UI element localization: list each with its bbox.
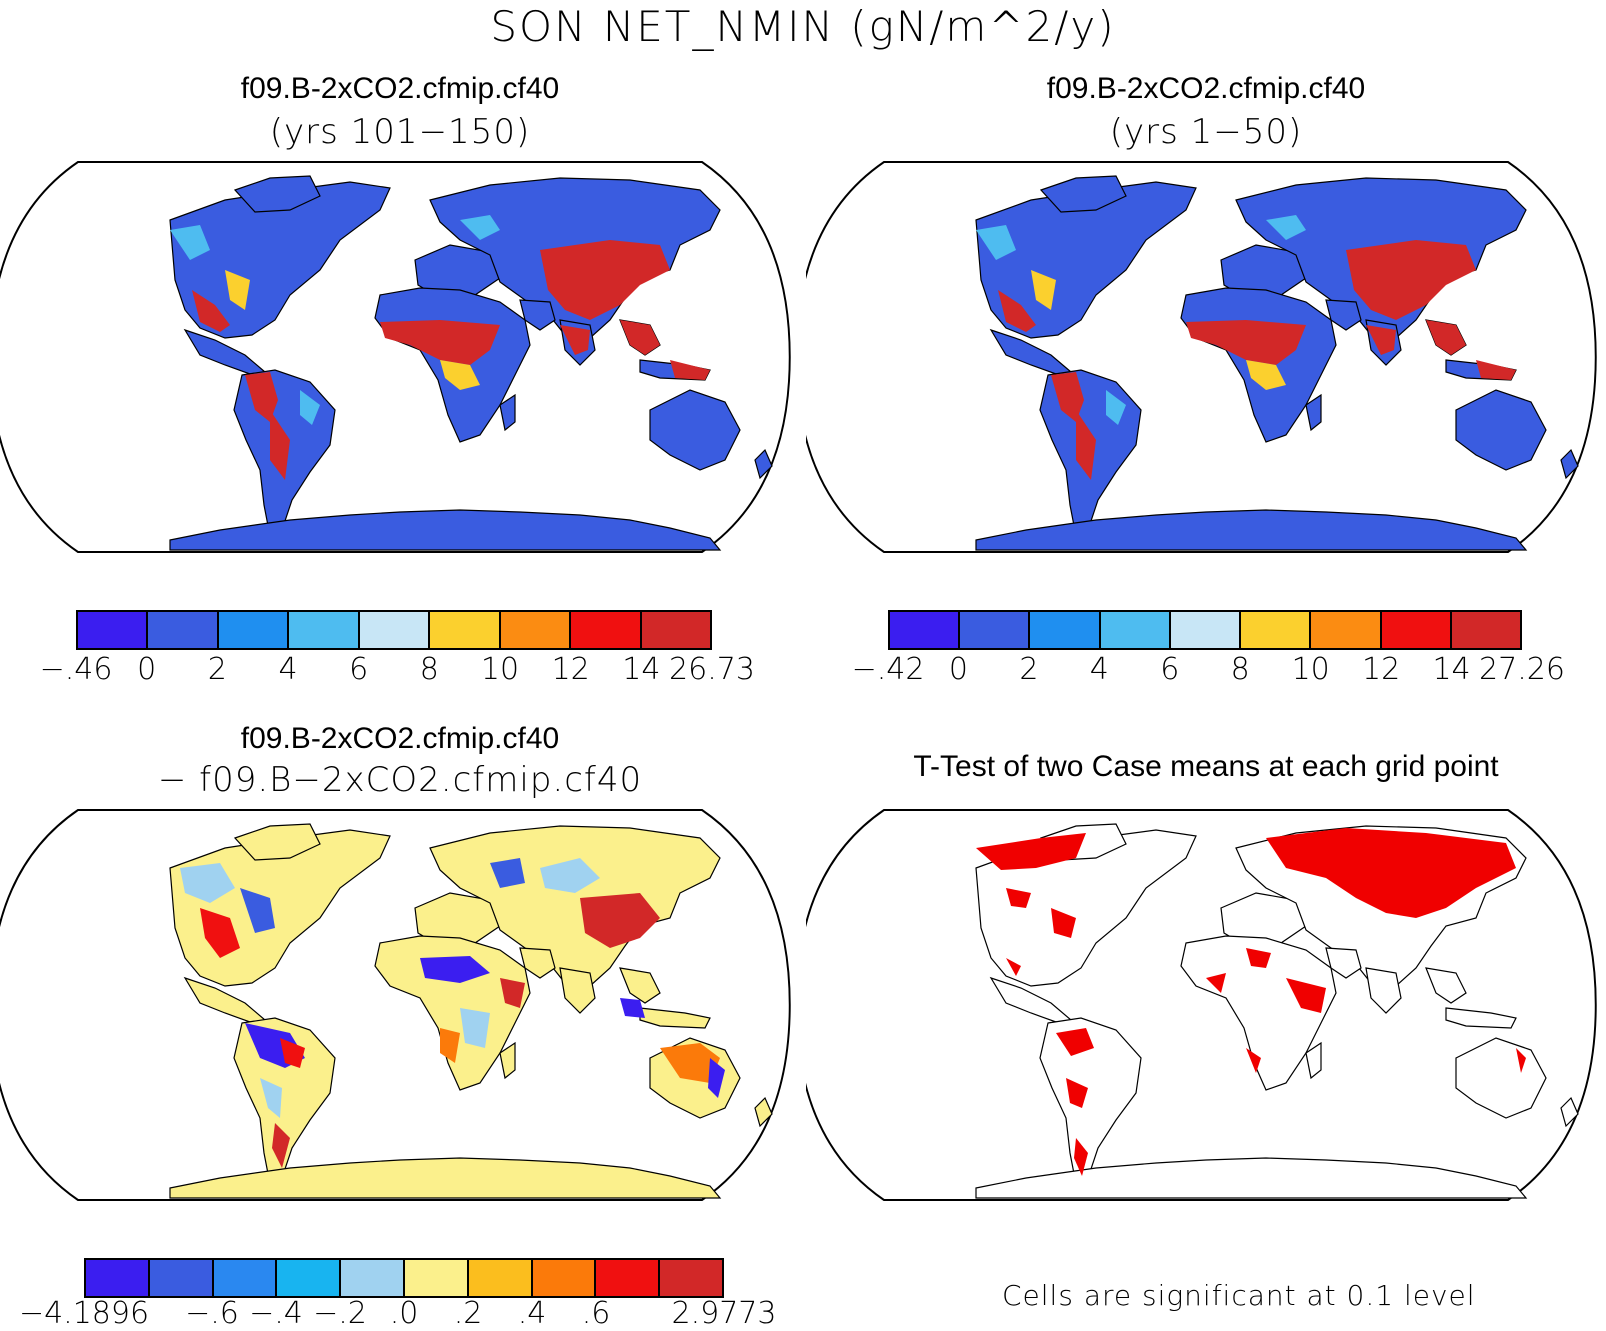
colorbar-tick-label: .4 <box>517 1296 547 1331</box>
high-values <box>170 215 710 480</box>
colorbar-tick-label: −.46 <box>39 652 113 687</box>
figure-title: SON NET_NMIN (gN/m^2/y) <box>490 2 1116 51</box>
panel-title-top-right: f09.B-2xCO2.cfmip.cf40 <box>1046 72 1366 105</box>
colorbar-tick-label: 2 <box>1019 652 1039 687</box>
colorbar-swatch <box>78 612 149 648</box>
colorbar-top-left <box>76 610 712 650</box>
colorbar-tick-label: 8 <box>419 652 439 687</box>
colorbar-tick-label: −.42 <box>851 652 925 687</box>
colorbar-tick-label: .6 <box>581 1296 611 1331</box>
colorbar-tick-label: −.2 <box>313 1296 367 1331</box>
colorbar-swatch <box>359 612 431 648</box>
colorbar-tick-label: 10 <box>1291 652 1330 687</box>
map-bottom-right <box>806 809 1597 1201</box>
colorbar-swatch <box>1451 612 1520 648</box>
panel-title-top-left: f09.B-2xCO2.cfmip.cf40 <box>240 72 560 105</box>
colorbar-tick-label: .2 <box>453 1296 483 1331</box>
colorbar-swatch <box>341 1260 405 1296</box>
colorbar-swatch <box>1241 612 1312 648</box>
colorbar-swatch <box>1030 612 1101 648</box>
colorbar-swatch <box>86 1260 150 1296</box>
colorbar-swatch <box>500 612 572 648</box>
colorbar-swatch <box>430 612 501 648</box>
colorbar-swatch <box>571 612 642 648</box>
colorbar-swatch <box>960 612 1031 648</box>
colorbar-tick-label: 10 <box>480 652 520 687</box>
colorbar-tick-label: 0 <box>137 652 157 687</box>
colorbar-swatch <box>404 1260 469 1296</box>
significance-note: Cells are significant at 0.1 level <box>1002 1279 1476 1312</box>
colorbar-swatch <box>148 612 219 648</box>
colorbar-swatch <box>596 1260 661 1296</box>
colorbar-tick-label: 12 <box>551 652 590 687</box>
colorbar-tick-label: −4.1896 <box>18 1296 150 1331</box>
colorbar-tick-label: 27.26 <box>1479 652 1565 687</box>
panel-title-bottom-left: f09.B-2xCO2.cfmip.cf40 <box>240 722 560 755</box>
colorbar-swatch <box>532 1260 597 1296</box>
panel-title-bottom-right: T-Test of two Case means at each grid po… <box>913 750 1499 783</box>
colorbar-swatch <box>277 1260 342 1296</box>
colorbar-swatch <box>213 1260 278 1296</box>
colorbar-tick-label: −.6 <box>185 1296 239 1331</box>
colorbar-tick-label: −.4 <box>249 1296 303 1331</box>
colorbar-tick-label: 8 <box>1230 652 1250 687</box>
colorbar-tick-label: 4 <box>1089 652 1109 687</box>
colorbar-tick-label: 4 <box>278 652 298 687</box>
colorbar-swatch <box>149 1260 214 1296</box>
colorbar-swatch <box>641 612 710 648</box>
colorbar-tick-label: 2.9773 <box>671 1296 777 1331</box>
panel-subtitle-top-right: (yrs 1−50) <box>1109 112 1303 152</box>
colorbar-swatch <box>1311 612 1382 648</box>
colorbar-swatch <box>1381 612 1452 648</box>
panel-subtitle-top-left: (yrs 101−150) <box>269 112 531 152</box>
significant-cells <box>976 828 1526 1176</box>
colorbar-top-right <box>888 610 1522 650</box>
colorbar-swatch <box>289 612 360 648</box>
colorbar-tick-label: 14 <box>622 652 661 687</box>
colorbar-swatch <box>468 1260 533 1296</box>
colorbar-tick-label: 14 <box>1432 652 1471 687</box>
colorbar-tick-label: 0 <box>948 652 968 687</box>
colorbar-swatch <box>1100 612 1171 648</box>
colorbar-tick-label: .0 <box>389 1296 419 1331</box>
panel-subtitle-bottom-left: − f09.B−2xCO2.cfmip.cf40 <box>157 760 643 800</box>
colorbar-tick-label: 26.73 <box>669 652 755 687</box>
high-values <box>976 215 1516 480</box>
map-top-left <box>0 161 791 553</box>
colorbar-tick-label: 6 <box>349 652 369 687</box>
colorbar-swatch <box>890 612 961 648</box>
colorbar-tick-label: 12 <box>1362 652 1401 687</box>
colorbar-bottom-left <box>84 1258 724 1298</box>
diff-values <box>180 858 725 1168</box>
colorbar-swatch <box>1170 612 1242 648</box>
colorbar-tick-label: 6 <box>1160 652 1180 687</box>
colorbar-swatch <box>660 1260 722 1296</box>
map-bottom-left <box>0 809 791 1201</box>
map-top-right <box>806 161 1597 553</box>
colorbar-swatch <box>218 612 290 648</box>
colorbar-tick-label: 2 <box>207 652 227 687</box>
